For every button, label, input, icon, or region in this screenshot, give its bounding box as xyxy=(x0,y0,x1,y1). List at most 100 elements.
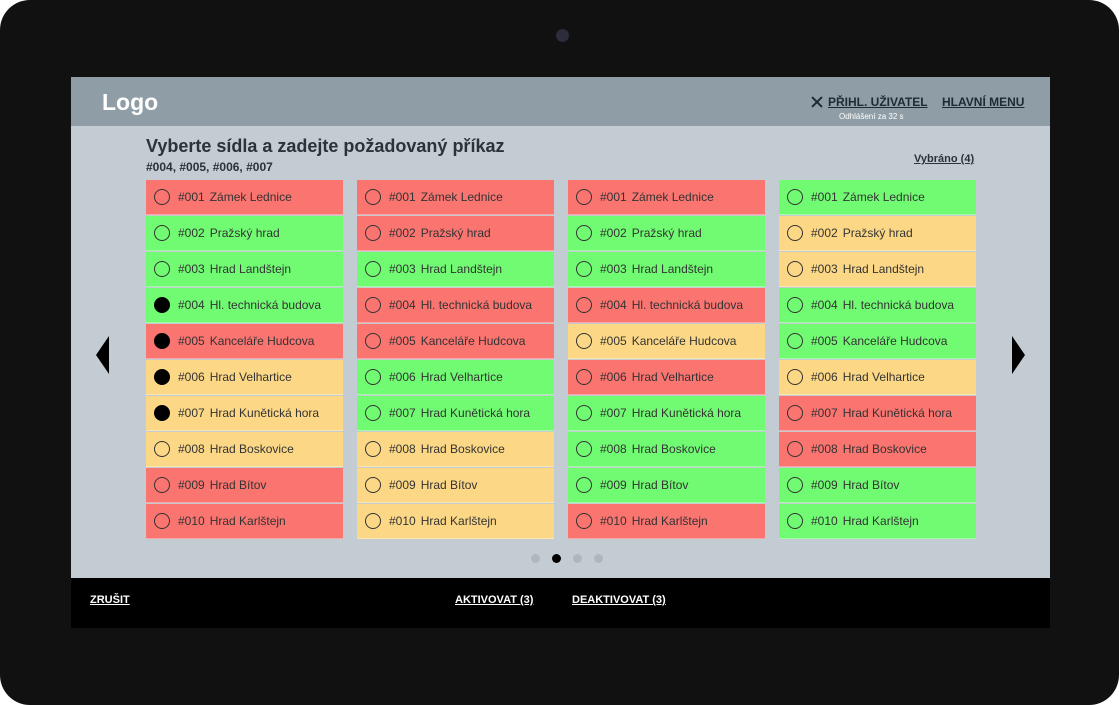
site-row[interactable]: #003 Hrad Landštejn xyxy=(568,252,765,287)
site-row[interactable]: #002 Pražský hrad xyxy=(357,216,554,251)
main-menu-link[interactable]: HLAVNÍ MENU xyxy=(942,95,1025,109)
site-name: Kanceláře Hudcova xyxy=(842,334,948,348)
radio-button[interactable] xyxy=(576,477,592,493)
site-row[interactable]: #006 Hrad Velhartice xyxy=(146,360,343,395)
site-row[interactable]: #004 Hl. technická budova xyxy=(146,288,343,323)
radio-button[interactable] xyxy=(365,189,381,205)
site-row[interactable]: #007 Hrad Kunětická hora xyxy=(779,396,976,431)
site-row[interactable]: #010 Hrad Karlštejn xyxy=(357,504,554,539)
deactivate-button[interactable]: DEAKTIVOVAT (3) xyxy=(572,594,666,606)
site-row[interactable]: #010 Hrad Karlštejn xyxy=(568,504,765,539)
site-row[interactable]: #010 Hrad Karlštejn xyxy=(779,504,976,539)
radio-button[interactable] xyxy=(365,297,381,313)
site-row[interactable]: #007 Hrad Kunětická hora xyxy=(357,396,554,431)
site-row[interactable]: #003 Hrad Landštejn xyxy=(779,252,976,287)
site-row[interactable]: #002 Pražský hrad xyxy=(146,216,343,251)
radio-button[interactable] xyxy=(154,333,170,349)
radio-button[interactable] xyxy=(787,297,803,313)
radio-button[interactable] xyxy=(787,405,803,421)
radio-button[interactable] xyxy=(787,369,803,385)
site-name: Hrad Bítov xyxy=(420,478,478,492)
site-row[interactable]: #005 Kanceláře Hudcova xyxy=(357,324,554,359)
site-name: Kanceláře Hudcova xyxy=(420,334,526,348)
close-icon[interactable] xyxy=(811,96,823,108)
radio-button[interactable] xyxy=(787,441,803,457)
site-row[interactable]: #008 Hrad Boskovice xyxy=(568,432,765,467)
site-row[interactable]: #001 Zámek Lednice xyxy=(779,180,976,215)
site-label: #007 Hrad Kunětická hora xyxy=(389,406,530,420)
site-row[interactable]: #010 Hrad Karlštejn xyxy=(146,504,343,539)
radio-button[interactable] xyxy=(576,513,592,529)
site-name: Hrad Landštejn xyxy=(209,262,292,276)
radio-button[interactable] xyxy=(787,513,803,529)
radio-button[interactable] xyxy=(576,261,592,277)
radio-button[interactable] xyxy=(154,369,170,385)
site-row[interactable]: #001 Zámek Lednice xyxy=(568,180,765,215)
radio-button[interactable] xyxy=(787,225,803,241)
site-row[interactable]: #008 Hrad Boskovice xyxy=(779,432,976,467)
radio-button[interactable] xyxy=(576,369,592,385)
site-row[interactable]: #008 Hrad Boskovice xyxy=(357,432,554,467)
site-row[interactable]: #004 Hl. technická budova xyxy=(779,288,976,323)
site-row[interactable]: #009 Hrad Bítov xyxy=(146,468,343,503)
radio-button[interactable] xyxy=(576,297,592,313)
site-code: #002 xyxy=(811,226,838,240)
site-row[interactable]: #004 Hl. technická budova xyxy=(568,288,765,323)
page-dot-4[interactable] xyxy=(594,554,603,563)
site-row[interactable]: #006 Hrad Velhartice xyxy=(779,360,976,395)
site-row[interactable]: #009 Hrad Bítov xyxy=(568,468,765,503)
radio-button[interactable] xyxy=(365,225,381,241)
site-row[interactable]: #009 Hrad Bítov xyxy=(357,468,554,503)
radio-button[interactable] xyxy=(365,333,381,349)
radio-button[interactable] xyxy=(154,225,170,241)
radio-button[interactable] xyxy=(576,225,592,241)
site-name: Pražský hrad xyxy=(842,226,913,240)
site-row[interactable]: #001 Zámek Lednice xyxy=(357,180,554,215)
radio-button[interactable] xyxy=(576,405,592,421)
activate-button[interactable]: AKTIVOVAT (3) xyxy=(455,594,534,606)
cancel-button[interactable]: ZRUŠIT xyxy=(90,594,130,606)
site-row[interactable]: #003 Hrad Landštejn xyxy=(357,252,554,287)
radio-button[interactable] xyxy=(576,189,592,205)
site-row[interactable]: #004 Hl. technická budova xyxy=(357,288,554,323)
page-dot-2[interactable] xyxy=(552,554,561,563)
radio-button[interactable] xyxy=(154,405,170,421)
site-row[interactable]: #007 Hrad Kunětická hora xyxy=(146,396,343,431)
radio-button[interactable] xyxy=(154,513,170,529)
site-row[interactable]: #003 Hrad Landštejn xyxy=(146,252,343,287)
radio-button[interactable] xyxy=(787,477,803,493)
site-row[interactable]: #007 Hrad Kunětická hora xyxy=(568,396,765,431)
site-row[interactable]: #009 Hrad Bítov xyxy=(779,468,976,503)
radio-button[interactable] xyxy=(365,369,381,385)
radio-button[interactable] xyxy=(154,189,170,205)
site-row[interactable]: #005 Kanceláře Hudcova xyxy=(779,324,976,359)
radio-button[interactable] xyxy=(787,333,803,349)
radio-button[interactable] xyxy=(576,441,592,457)
page-dot-1[interactable] xyxy=(531,554,540,563)
radio-button[interactable] xyxy=(365,513,381,529)
radio-button[interactable] xyxy=(154,297,170,313)
radio-button[interactable] xyxy=(365,477,381,493)
site-row[interactable]: #001 Zámek Lednice xyxy=(146,180,343,215)
site-row[interactable]: #005 Kanceláře Hudcova xyxy=(568,324,765,359)
site-row[interactable]: #008 Hrad Boskovice xyxy=(146,432,343,467)
site-row[interactable]: #002 Pražský hrad xyxy=(779,216,976,251)
site-row[interactable]: #006 Hrad Velhartice xyxy=(568,360,765,395)
page-dot-3[interactable] xyxy=(573,554,582,563)
radio-button[interactable] xyxy=(154,477,170,493)
logged-user-button[interactable]: PŘIHL. UŽIVATEL xyxy=(811,94,928,110)
radio-button[interactable] xyxy=(365,405,381,421)
chevron-right-icon[interactable] xyxy=(1012,336,1025,374)
selected-count-link[interactable]: Vybráno (4) xyxy=(914,153,975,165)
radio-button[interactable] xyxy=(787,261,803,277)
radio-button[interactable] xyxy=(154,441,170,457)
chevron-left-icon[interactable] xyxy=(96,336,109,374)
site-row[interactable]: #005 Kanceláře Hudcova xyxy=(146,324,343,359)
radio-button[interactable] xyxy=(787,189,803,205)
site-row[interactable]: #006 Hrad Velhartice xyxy=(357,360,554,395)
radio-button[interactable] xyxy=(365,261,381,277)
radio-button[interactable] xyxy=(576,333,592,349)
radio-button[interactable] xyxy=(365,441,381,457)
radio-button[interactable] xyxy=(154,261,170,277)
site-row[interactable]: #002 Pražský hrad xyxy=(568,216,765,251)
